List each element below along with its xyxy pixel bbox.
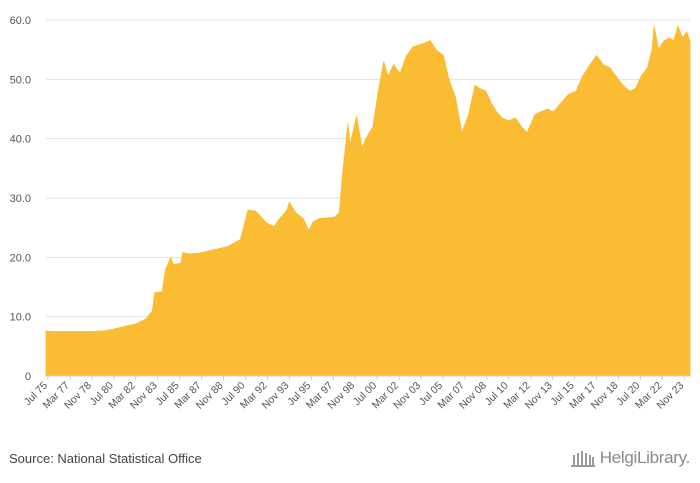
brand-name: HelgiLibrary. <box>599 448 691 467</box>
y-tick-label: 40.0 <box>10 134 31 146</box>
y-tick-label: 20.0 <box>10 252 31 264</box>
y-tick-label: 30.0 <box>10 193 31 205</box>
y-axis: 0 10.0 20.0 30.0 40.0 50.0 60.0 <box>10 15 31 383</box>
y-tick-label: 60.0 <box>10 15 31 27</box>
y-tick-label: 0 <box>25 371 31 383</box>
source-note: Source: National Statistical Office <box>9 451 202 466</box>
y-tick-label: 10.0 <box>10 312 31 324</box>
y-tick-label: 50.0 <box>10 74 31 86</box>
series-area <box>45 24 691 377</box>
x-axis <box>46 375 690 380</box>
brand-logo: HelgiLibrary. <box>570 448 690 468</box>
library-building-icon <box>570 451 595 467</box>
footer: Source: National Statistical Office Helg… <box>0 440 700 483</box>
series-area-path <box>45 24 691 377</box>
